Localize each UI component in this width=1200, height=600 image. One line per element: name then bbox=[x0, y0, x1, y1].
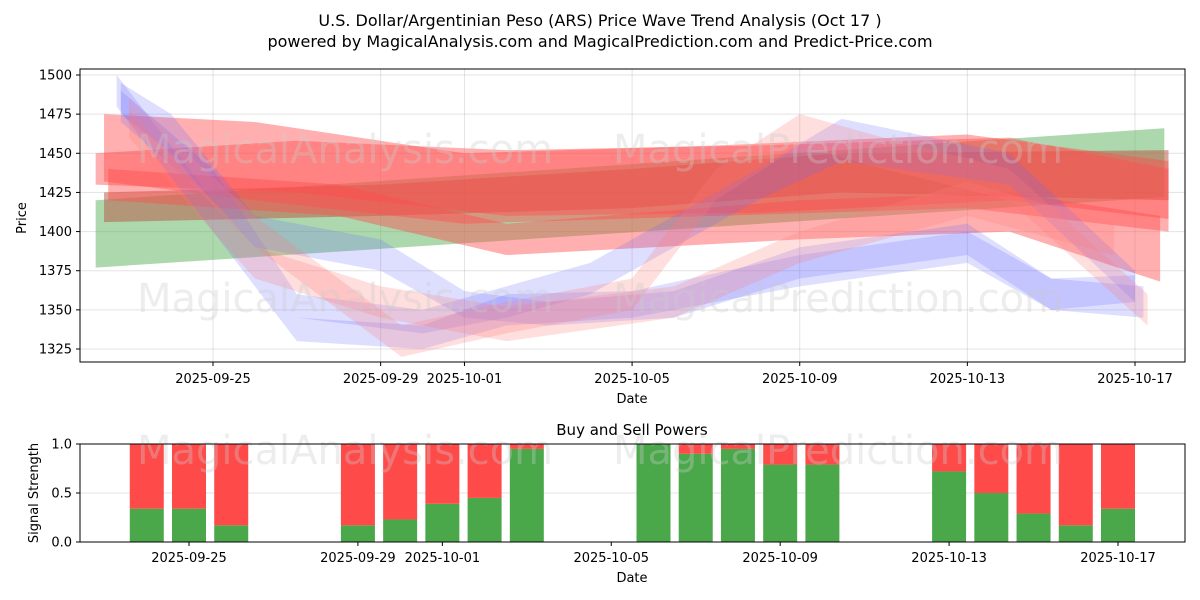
band-blue-wave-1 bbox=[120, 82, 1144, 326]
x-tick-label: 2025-09-29 bbox=[343, 372, 419, 387]
watermark: MagicalAnalysis.com bbox=[137, 276, 553, 322]
sell-bar bbox=[1016, 444, 1051, 514]
buy-bar bbox=[425, 503, 460, 542]
signal-title: Buy and Sell Powers bbox=[556, 421, 708, 439]
band-blue-wave-2 bbox=[120, 90, 1136, 334]
x-tick-label: 2025-10-01 bbox=[405, 551, 481, 566]
price-y-ticks: 1325 1350 1375 1400 1425 1450 1475 1500 bbox=[39, 69, 80, 358]
x-tick-label: 2025-10-13 bbox=[930, 372, 1006, 387]
y-tick-label: 1400 bbox=[39, 225, 72, 240]
sell-bar bbox=[763, 444, 798, 465]
y-tick-label: 1350 bbox=[39, 303, 72, 318]
x-tick-label: 2025-10-13 bbox=[911, 551, 987, 566]
buy-bar bbox=[1101, 508, 1135, 542]
buy-bar bbox=[974, 493, 1009, 542]
watermark: MagicalPrediction.com bbox=[613, 428, 1063, 474]
y-tick-label: 1425 bbox=[39, 186, 72, 201]
band-brown-trend bbox=[104, 150, 1169, 223]
price-y-label: Price bbox=[15, 202, 30, 234]
y-tick-label: 0.5 bbox=[51, 487, 72, 502]
y-tick-label: 1375 bbox=[39, 264, 72, 279]
y-tick-label: 1450 bbox=[39, 147, 72, 162]
watermark: MagicalAnalysis.com bbox=[137, 127, 553, 173]
buy-bar bbox=[129, 508, 164, 542]
y-tick-label: 1325 bbox=[39, 343, 72, 358]
buy-bar bbox=[932, 471, 967, 542]
price-chart: MagicalAnalysis.com MagicalPrediction.co… bbox=[15, 68, 1186, 407]
band-red-trend-3 bbox=[108, 168, 1161, 282]
buy-bar bbox=[467, 497, 502, 542]
watermark: MagicalPrediction.com bbox=[613, 127, 1063, 173]
sell-bar bbox=[678, 444, 713, 454]
band-pink-wave-1 bbox=[129, 98, 1148, 357]
sell-bar bbox=[383, 444, 418, 520]
y-tick-label: 0.0 bbox=[51, 536, 72, 551]
price-bands bbox=[95, 75, 1169, 357]
buy-bar bbox=[678, 453, 713, 542]
x-tick-label: 2025-10-09 bbox=[742, 551, 818, 566]
buy-bar bbox=[383, 519, 418, 542]
signal-x-ticks: 2025-09-25 2025-09-29 2025-10-01 2025-10-05… bbox=[151, 542, 1156, 566]
signal-x-label: Date bbox=[616, 571, 647, 586]
band-red-trend-1 bbox=[95, 137, 1169, 220]
buy-bar bbox=[720, 448, 755, 542]
watermark: MagicalAnalysis.com bbox=[137, 428, 553, 474]
watermark: MagicalPrediction.com bbox=[613, 276, 1063, 322]
signal-bars bbox=[129, 444, 1135, 542]
sell-bar bbox=[467, 444, 502, 498]
buy-bar bbox=[214, 525, 249, 542]
buy-bar bbox=[509, 448, 544, 542]
buy-bar bbox=[636, 444, 671, 542]
buy-bar bbox=[805, 464, 840, 542]
price-x-label: Date bbox=[616, 392, 647, 407]
sell-bar bbox=[805, 444, 840, 465]
sell-bar bbox=[932, 444, 967, 472]
sell-bar bbox=[172, 444, 206, 509]
y-tick-label: 1.0 bbox=[51, 438, 72, 453]
buy-bar bbox=[340, 525, 375, 542]
x-tick-label: 2025-10-05 bbox=[573, 551, 649, 566]
chart-subtitle: powered by MagicalAnalysis.com and Magic… bbox=[267, 32, 932, 51]
sell-bar bbox=[1058, 444, 1093, 526]
x-tick-label: 2025-10-17 bbox=[1080, 551, 1156, 566]
x-tick-label: 2025-10-01 bbox=[427, 372, 503, 387]
x-tick-label: 2025-10-09 bbox=[762, 372, 838, 387]
sell-bar bbox=[720, 444, 755, 449]
x-tick-label: 2025-09-25 bbox=[175, 372, 251, 387]
band-red-trend-2 bbox=[104, 114, 1169, 232]
buy-bar bbox=[172, 508, 206, 542]
buy-bar bbox=[1016, 513, 1051, 542]
sell-bar bbox=[425, 444, 460, 504]
sell-bar bbox=[214, 444, 249, 526]
sell-bar bbox=[509, 444, 544, 449]
x-tick-label: 2025-10-17 bbox=[1097, 372, 1173, 387]
sell-bar bbox=[129, 444, 164, 509]
buy-bar bbox=[763, 464, 798, 542]
signal-chart: Buy and Sell Powers MagicalAnalysis.com … bbox=[27, 421, 1186, 586]
chart-title: U.S. Dollar/Argentinian Peso (ARS) Price… bbox=[318, 11, 881, 30]
x-tick-label: 2025-09-25 bbox=[151, 551, 227, 566]
buy-bar bbox=[1058, 525, 1093, 542]
x-tick-label: 2025-10-05 bbox=[594, 372, 670, 387]
band-pink-wave-2 bbox=[129, 109, 1115, 342]
price-x-ticks: 2025-09-25 2025-09-29 2025-10-01 2025-10-05… bbox=[175, 362, 1173, 387]
signal-y-label: Signal Strength bbox=[27, 443, 42, 543]
y-tick-label: 1475 bbox=[39, 108, 72, 123]
sell-bar bbox=[1101, 444, 1135, 509]
sell-bar bbox=[974, 444, 1009, 493]
x-tick-label: 2025-09-29 bbox=[320, 551, 396, 566]
band-blue-wave-3 bbox=[116, 75, 1136, 349]
signal-y-ticks: 0.0 0.5 1.0 bbox=[51, 438, 80, 551]
y-tick-label: 1500 bbox=[39, 69, 72, 84]
sell-bar bbox=[340, 444, 375, 526]
